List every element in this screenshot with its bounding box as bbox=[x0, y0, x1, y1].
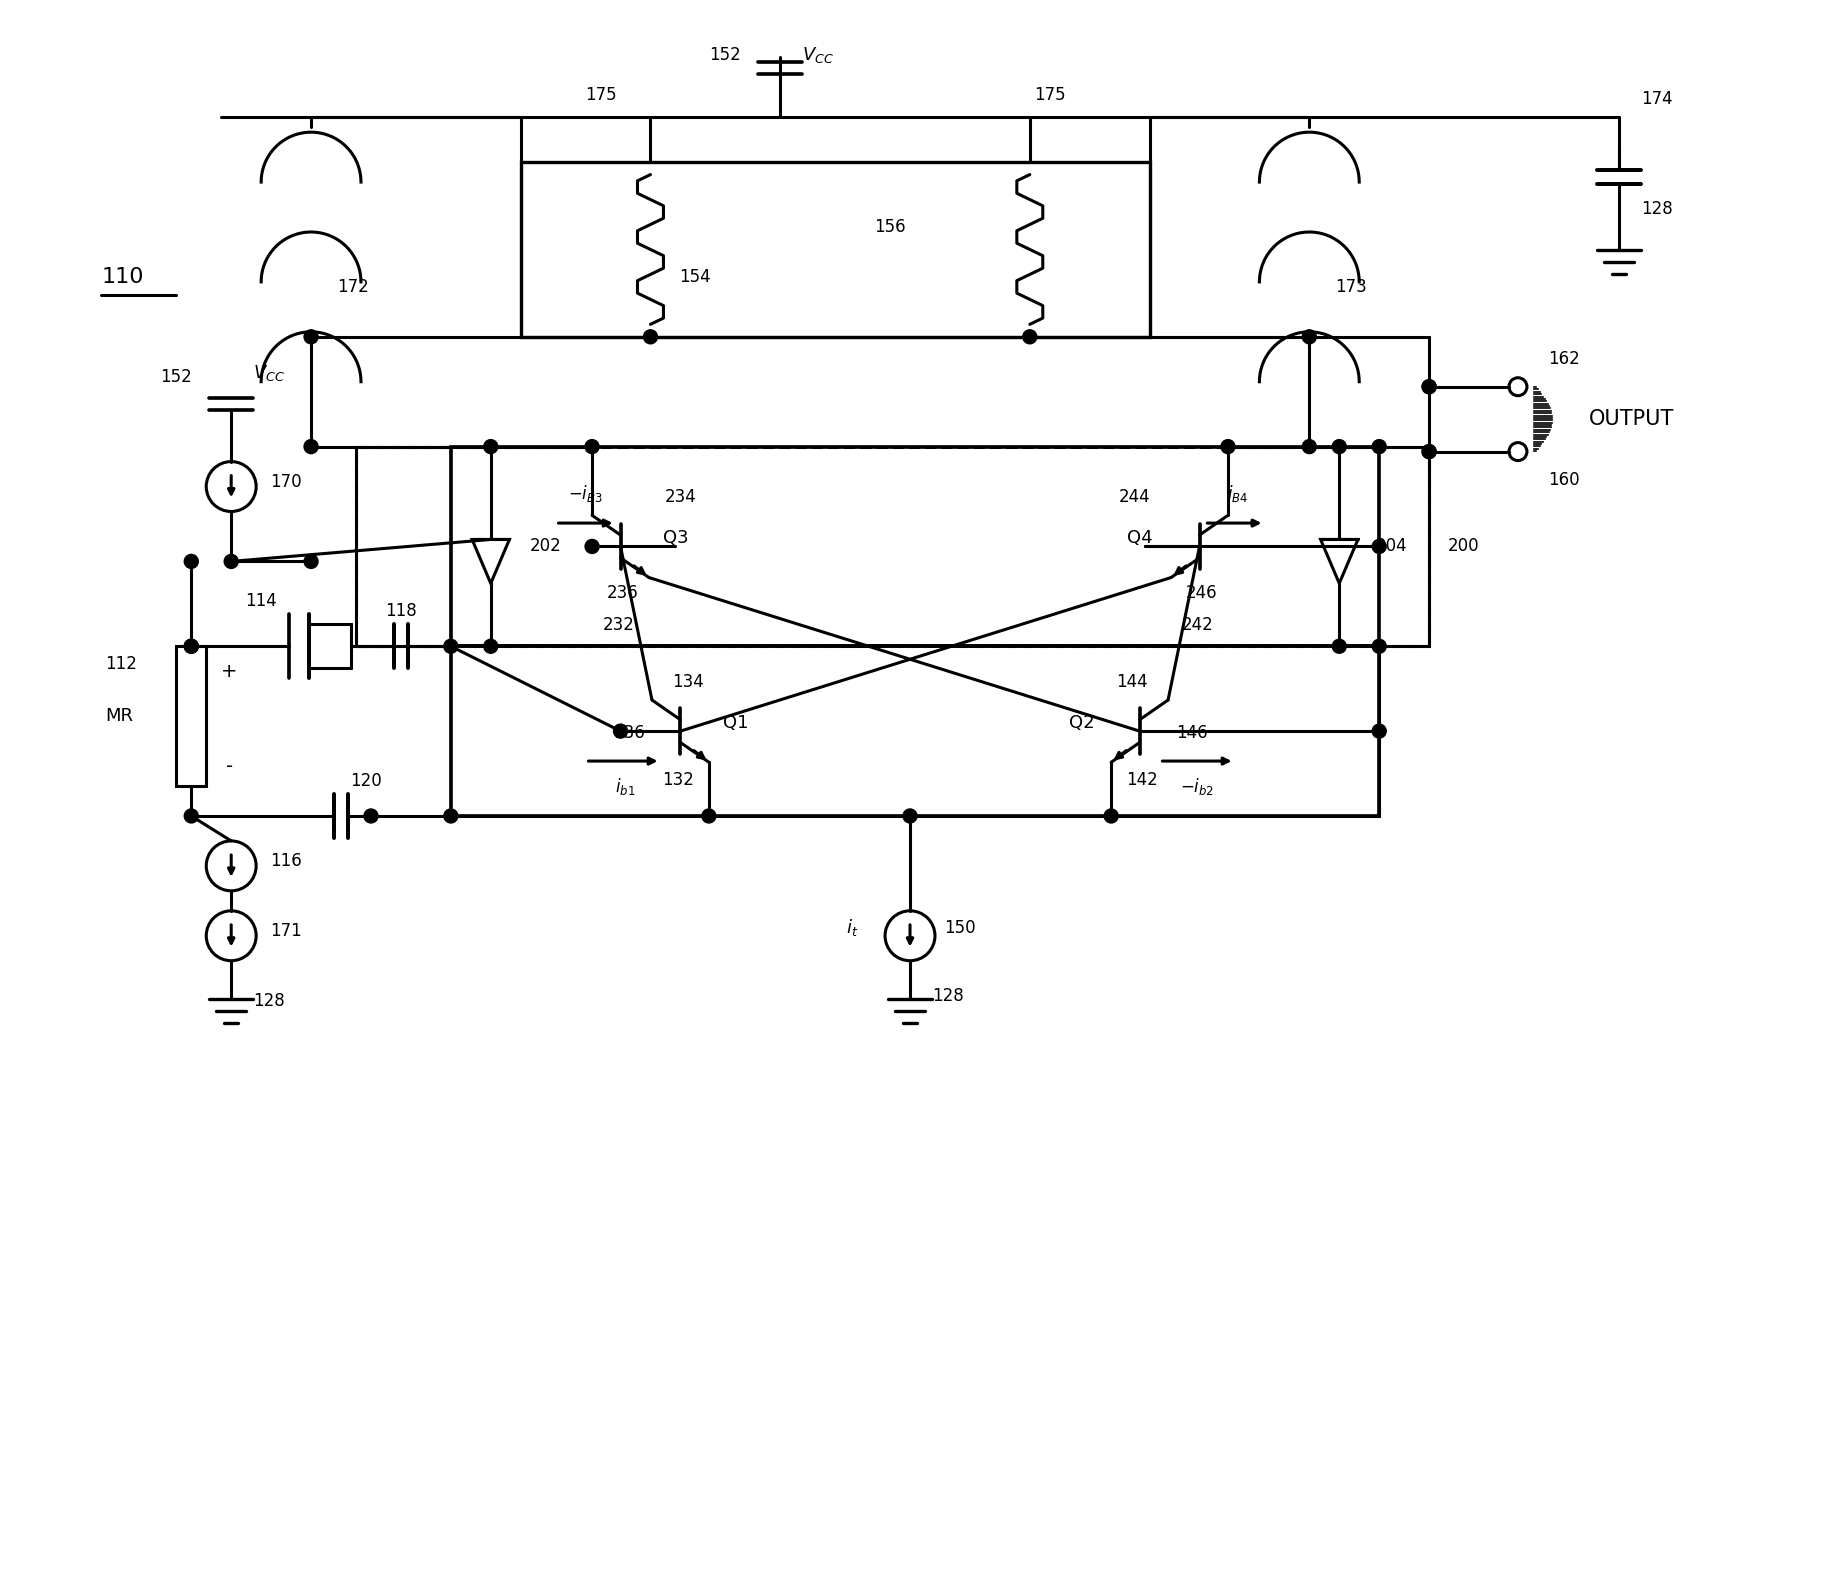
Text: 174: 174 bbox=[1641, 91, 1673, 109]
Text: 134: 134 bbox=[672, 674, 704, 691]
Circle shape bbox=[304, 330, 319, 343]
Circle shape bbox=[1332, 439, 1347, 453]
Circle shape bbox=[484, 640, 497, 653]
Circle shape bbox=[444, 809, 459, 824]
Text: 118: 118 bbox=[385, 602, 416, 621]
Text: $i_t$: $i_t$ bbox=[845, 918, 858, 938]
Circle shape bbox=[1422, 380, 1437, 394]
Text: 144: 144 bbox=[1116, 674, 1148, 691]
Circle shape bbox=[702, 809, 717, 824]
Circle shape bbox=[1372, 439, 1387, 453]
Text: $i_{b1}$: $i_{b1}$ bbox=[615, 776, 635, 796]
Text: Q2: Q2 bbox=[1068, 713, 1094, 733]
Text: $-i_{b2}$: $-i_{b2}$ bbox=[1181, 776, 1214, 796]
Text: 128: 128 bbox=[932, 986, 963, 1004]
Circle shape bbox=[304, 439, 319, 453]
Text: 152: 152 bbox=[709, 46, 740, 64]
Text: 116: 116 bbox=[271, 852, 302, 870]
Text: MR: MR bbox=[105, 707, 133, 725]
Text: 173: 173 bbox=[1335, 278, 1367, 295]
Circle shape bbox=[1022, 330, 1037, 343]
Circle shape bbox=[184, 554, 199, 568]
Text: 175: 175 bbox=[584, 86, 617, 104]
Text: 202: 202 bbox=[530, 538, 562, 555]
Circle shape bbox=[1372, 725, 1387, 737]
Text: 171: 171 bbox=[271, 922, 302, 940]
Text: 170: 170 bbox=[271, 472, 302, 490]
Circle shape bbox=[1372, 539, 1387, 554]
Text: 160: 160 bbox=[1547, 471, 1580, 488]
Circle shape bbox=[643, 330, 658, 343]
Text: Q4: Q4 bbox=[1127, 530, 1153, 547]
Bar bbox=[451, 447, 1380, 646]
Text: Q1: Q1 bbox=[722, 713, 748, 733]
Text: 142: 142 bbox=[1125, 771, 1157, 788]
Circle shape bbox=[586, 439, 599, 453]
Circle shape bbox=[1103, 809, 1118, 824]
Circle shape bbox=[1221, 439, 1234, 453]
Text: +: + bbox=[221, 662, 238, 681]
Text: 244: 244 bbox=[1118, 488, 1151, 506]
Circle shape bbox=[484, 439, 497, 453]
Text: 132: 132 bbox=[663, 771, 694, 788]
Text: 232: 232 bbox=[602, 616, 634, 634]
Circle shape bbox=[1422, 380, 1437, 394]
Text: $V_{CC}$: $V_{CC}$ bbox=[803, 45, 834, 65]
Text: 146: 146 bbox=[1175, 725, 1207, 742]
Text: 150: 150 bbox=[945, 919, 976, 937]
Circle shape bbox=[184, 640, 199, 653]
Bar bbox=[451, 646, 1380, 816]
Text: 162: 162 bbox=[1547, 350, 1580, 367]
Text: $-i_{B3}$: $-i_{B3}$ bbox=[567, 482, 602, 504]
Text: 128: 128 bbox=[252, 991, 286, 1010]
Text: 204: 204 bbox=[1376, 538, 1407, 555]
Text: 136: 136 bbox=[613, 725, 645, 742]
Circle shape bbox=[1422, 445, 1437, 458]
Circle shape bbox=[613, 725, 628, 737]
Circle shape bbox=[365, 809, 378, 824]
Circle shape bbox=[586, 539, 599, 554]
Circle shape bbox=[1302, 439, 1317, 453]
Circle shape bbox=[184, 809, 199, 824]
Circle shape bbox=[1372, 640, 1387, 653]
Text: 175: 175 bbox=[1033, 86, 1065, 104]
Text: 112: 112 bbox=[105, 656, 138, 674]
Bar bbox=[177, 646, 206, 785]
Text: 110: 110 bbox=[101, 267, 144, 287]
Text: OUTPUT: OUTPUT bbox=[1590, 409, 1674, 429]
Text: 154: 154 bbox=[680, 268, 711, 286]
Text: 152: 152 bbox=[160, 367, 192, 386]
Circle shape bbox=[225, 554, 238, 568]
Text: 156: 156 bbox=[875, 219, 906, 236]
Text: 172: 172 bbox=[337, 278, 368, 295]
Circle shape bbox=[444, 640, 459, 653]
Bar bbox=[521, 163, 1149, 337]
Text: 236: 236 bbox=[606, 584, 639, 602]
Circle shape bbox=[184, 640, 199, 653]
Text: 234: 234 bbox=[665, 488, 696, 506]
Text: 200: 200 bbox=[1448, 538, 1479, 555]
Bar bbox=[356, 447, 1429, 646]
Text: 242: 242 bbox=[1181, 616, 1214, 634]
Circle shape bbox=[1422, 445, 1437, 458]
Text: 246: 246 bbox=[1186, 584, 1218, 602]
Text: $i_{B4}$: $i_{B4}$ bbox=[1227, 482, 1249, 504]
Circle shape bbox=[304, 554, 319, 568]
Text: -: - bbox=[225, 757, 232, 776]
Circle shape bbox=[1332, 640, 1347, 653]
Circle shape bbox=[1302, 330, 1317, 343]
Text: $V_{CC}$: $V_{CC}$ bbox=[252, 362, 286, 383]
Text: Q3: Q3 bbox=[663, 530, 689, 547]
Text: 114: 114 bbox=[245, 592, 276, 610]
Text: 128: 128 bbox=[1641, 200, 1673, 219]
Circle shape bbox=[903, 809, 917, 824]
Text: 120: 120 bbox=[350, 772, 381, 790]
